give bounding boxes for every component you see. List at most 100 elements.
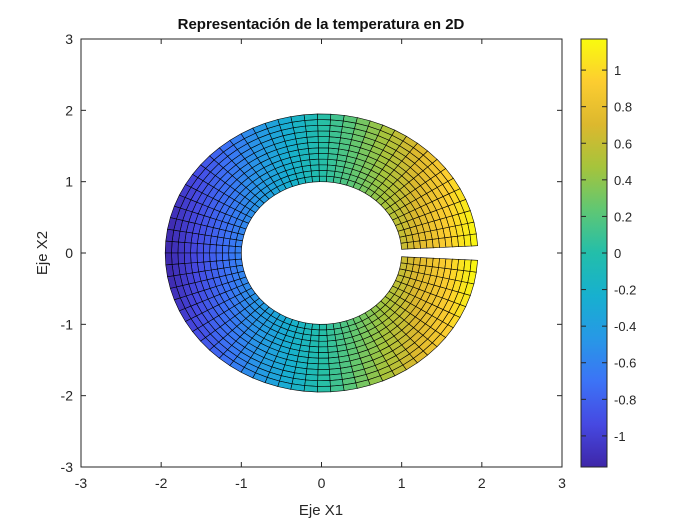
mesh-cell xyxy=(406,256,415,265)
y-tick-label: 1 xyxy=(65,174,73,190)
x-tick-label: 1 xyxy=(398,475,406,491)
mesh-cell xyxy=(317,363,330,370)
mesh-cell xyxy=(325,323,335,331)
colorbar-tick-label: -1 xyxy=(614,429,626,444)
mesh-cell xyxy=(307,141,319,149)
colorbar-tick-label: 0.2 xyxy=(614,209,632,224)
mesh-cell xyxy=(318,164,328,171)
mesh-cell xyxy=(400,256,409,264)
mesh-cell xyxy=(318,352,329,359)
mesh-cell xyxy=(325,175,335,183)
mesh-cell xyxy=(318,170,328,177)
mesh-cell xyxy=(307,351,319,359)
x-tick-label: -2 xyxy=(155,475,168,491)
mesh-cell xyxy=(307,357,319,365)
mesh-cell xyxy=(318,340,329,348)
mesh-cell xyxy=(221,252,230,261)
mesh-cell xyxy=(209,252,217,262)
mesh-cell xyxy=(305,374,319,382)
mesh-cell xyxy=(317,124,331,132)
mesh-cell xyxy=(413,257,421,266)
mesh-cell xyxy=(310,334,320,342)
colorbar-tick-label: 0 xyxy=(614,246,621,261)
mesh-cell xyxy=(419,239,428,249)
colorbar-tick-label: 0.8 xyxy=(614,100,632,115)
mesh-cell xyxy=(183,252,192,264)
mesh-cell xyxy=(317,385,332,393)
mesh-cell xyxy=(318,323,327,331)
mesh-cell xyxy=(318,335,328,342)
colorbar-tick-label: -0.6 xyxy=(614,356,636,371)
mesh-cell xyxy=(164,252,173,266)
mesh-cell xyxy=(221,245,230,254)
mesh-cell xyxy=(196,252,205,263)
mesh-cell xyxy=(469,259,478,273)
colorbar-ticks: -1 -0.8 -0.6 -0.4 -0.2 0 0.2 0.4 0.6 0.8 1 xyxy=(581,63,636,444)
plot-area xyxy=(81,39,562,467)
mesh-cell xyxy=(190,252,198,264)
mesh-cell xyxy=(177,252,186,265)
y-tick-label: -2 xyxy=(61,388,74,404)
y-axis-label: Eje X2 xyxy=(34,231,51,275)
colorbar-tick-label: 0.4 xyxy=(614,173,632,188)
mesh-cell xyxy=(317,141,330,149)
mesh-cell xyxy=(310,170,320,177)
mesh-cell xyxy=(425,257,434,268)
mesh-cell xyxy=(306,136,319,144)
chart-title: Representación de la temperatura en 2D xyxy=(178,16,465,33)
mesh-cell xyxy=(177,241,186,254)
colorbar-tick-label: -0.2 xyxy=(614,283,636,298)
x-tick-label: -3 xyxy=(75,475,88,491)
mesh-cell xyxy=(318,147,329,154)
mesh-cell xyxy=(318,153,329,160)
mesh-cell xyxy=(317,368,331,376)
mesh-cell xyxy=(318,158,329,166)
mesh-cell xyxy=(413,240,421,249)
mesh-cell xyxy=(311,175,320,183)
y-tick-label: 0 xyxy=(65,245,73,261)
colorbar-tick-label: 0.6 xyxy=(614,136,632,151)
colorbar-tick-label: -0.4 xyxy=(614,319,636,334)
mesh-cell xyxy=(202,243,211,254)
x-tick-label: 3 xyxy=(558,475,566,491)
y-tick-label: 3 xyxy=(65,31,73,47)
mesh-cell xyxy=(228,252,236,261)
mesh-cell xyxy=(326,328,336,336)
mesh-cell xyxy=(171,252,179,265)
x-tick-label: 0 xyxy=(318,475,326,491)
mesh-cell xyxy=(309,340,320,348)
mesh-cell xyxy=(317,374,331,382)
mesh-cell xyxy=(309,158,320,166)
mesh-cell xyxy=(305,130,319,138)
mesh-cell xyxy=(303,113,318,121)
mesh-cell xyxy=(308,346,320,353)
x-axis-ticks: -3 -2 -1 0 1 2 3 xyxy=(75,39,566,491)
y-tick-label: -3 xyxy=(61,459,74,475)
mesh-cell xyxy=(326,170,336,178)
mesh-cell xyxy=(234,252,242,260)
temperature-mesh xyxy=(164,113,478,393)
mesh-cell xyxy=(317,357,330,365)
mesh-cell xyxy=(310,164,320,172)
mesh-cell xyxy=(165,228,175,242)
x-tick-label: 2 xyxy=(478,475,486,491)
mesh-cell xyxy=(202,252,211,263)
mesh-cell xyxy=(310,329,320,336)
y-tick-label: -1 xyxy=(61,316,74,332)
mesh-cell xyxy=(164,240,173,254)
mesh-cell xyxy=(171,241,179,254)
mesh-cell xyxy=(306,362,319,370)
mesh-cell xyxy=(400,242,409,250)
mesh-cell xyxy=(305,368,319,376)
mesh-cell xyxy=(318,329,328,336)
mesh-cell xyxy=(318,175,327,183)
mesh-cell xyxy=(303,385,318,393)
mesh-cell xyxy=(228,245,236,254)
mesh-cell xyxy=(307,147,319,155)
mesh-cell xyxy=(330,384,345,393)
y-axis-ticks: -3 -2 -1 0 1 2 3 xyxy=(61,31,562,475)
colorbar-tick-label: -0.8 xyxy=(614,392,636,407)
mesh-cell xyxy=(190,242,198,254)
y-tick-label: 2 xyxy=(65,102,73,118)
mesh-cell xyxy=(183,242,192,254)
